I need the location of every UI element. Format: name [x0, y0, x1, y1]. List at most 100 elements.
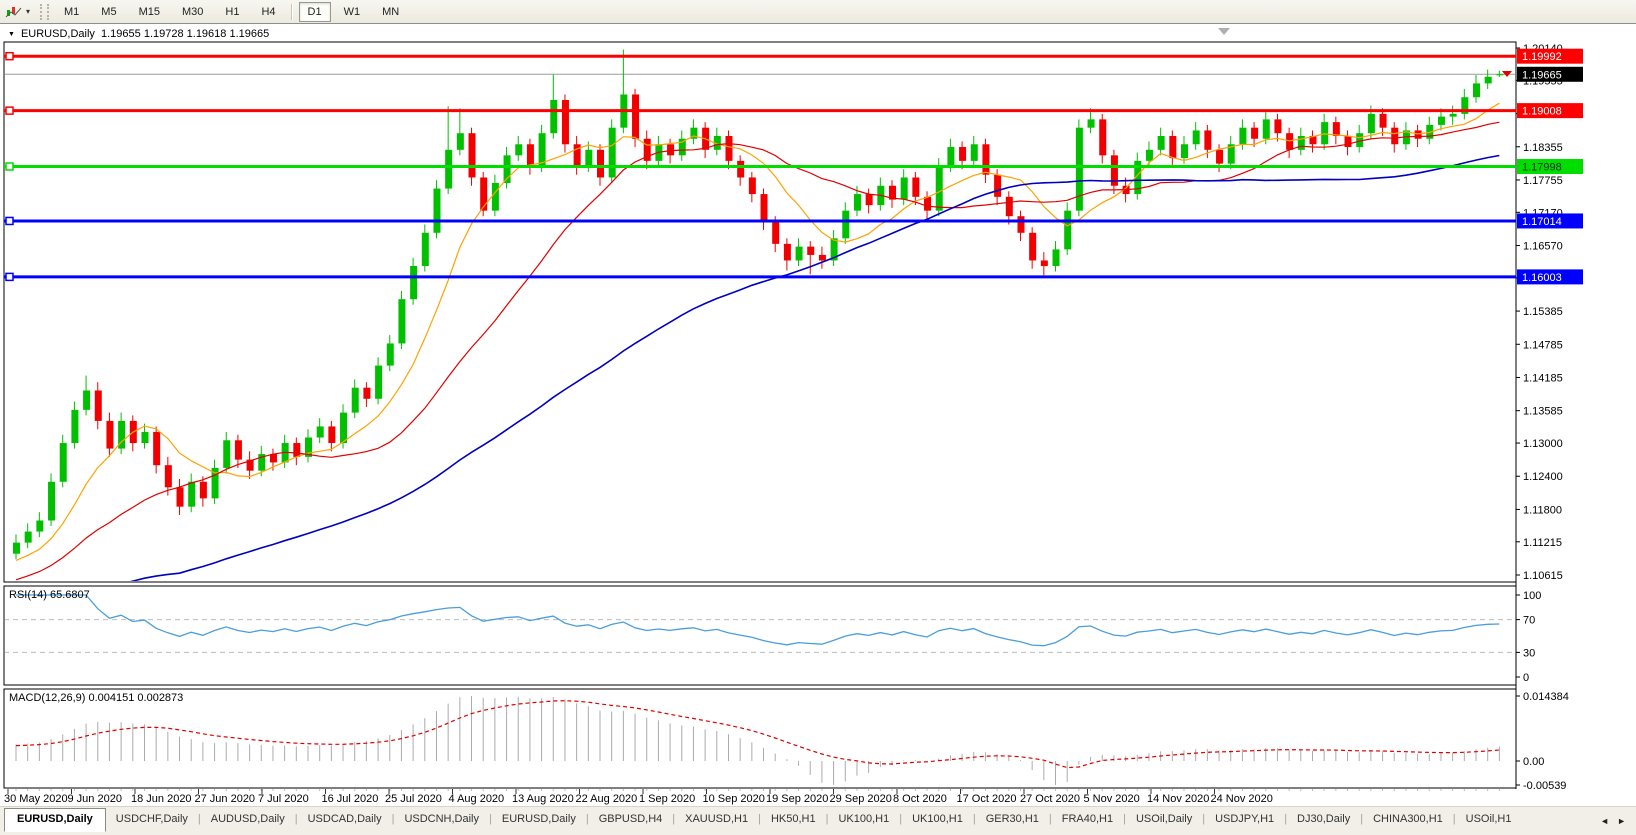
svg-text:70: 70 — [1523, 615, 1535, 627]
chart-tab-bar: EURUSD,Daily USDCHF,Daily | AUDUSD,Daily | US… — [0, 806, 1636, 835]
line-anchor-icon[interactable] — [5, 51, 14, 61]
svg-text:25 Jul 2020: 25 Jul 2020 — [385, 793, 442, 805]
svg-text:0.014384: 0.014384 — [1523, 691, 1569, 703]
timeframe-button-mn[interactable]: MN — [382, 5, 400, 18]
chart-window[interactable]: 1.201401.195551.189551.183551.177551.171… — [0, 23, 1636, 808]
timeframe-button-m15[interactable]: M15 — [138, 5, 160, 18]
svg-text:1.12400: 1.12400 — [1523, 471, 1563, 483]
tab-separator: | — [825, 813, 829, 825]
chart-tab-ger30-h1[interactable]: GER30,H1 — [985, 813, 1039, 825]
svg-text:1.14185: 1.14185 — [1523, 372, 1563, 384]
chart-shift-marker-icon[interactable] — [1218, 28, 1230, 35]
svg-text:-0.00539: -0.00539 — [1523, 780, 1566, 792]
rsi-indicator-label: RSI(14) 65.6807 — [9, 589, 90, 601]
svg-text:9 Jun 2020: 9 Jun 2020 — [68, 793, 122, 805]
chart-menu-triangle-icon[interactable]: ▼ — [8, 30, 15, 38]
line-anchor-icon[interactable] — [5, 272, 14, 282]
chart-title-text: EURUSD,Daily 1.19655 1.19728 1.19618 1.1… — [20, 28, 270, 40]
chart-tab-usdcnh-daily[interactable]: USDCNH,Daily — [404, 813, 479, 825]
chart-tab-uk100-h1[interactable]: UK100,H1 — [912, 813, 963, 825]
date-axis: 30 May 2020 9 Jun 2020 18 Jun 2020 27 Jun 2… — [4, 789, 1500, 805]
price-badge-1.16003: 1.16003 — [1517, 269, 1583, 285]
price-chart-canvas[interactable]: 1.201401.195551.189551.183551.177551.171… — [0, 24, 1636, 808]
price-axis: 1.201401.195551.189551.183551.177551.171… — [1516, 43, 1583, 792]
line-anchor-icon[interactable] — [5, 106, 14, 115]
chart-tab-uk100-h1[interactable]: UK100,H1 — [838, 813, 890, 825]
chart-tab-usdcad-daily[interactable]: USDCAD,Daily — [307, 813, 382, 825]
svg-text:1.19992: 1.19992 — [1522, 51, 1562, 63]
chart-tab-gbpusd-h4[interactable]: GBPUSD,H4 — [598, 813, 663, 825]
chart-tab-hk50-h1[interactable]: HK50,H1 — [770, 813, 816, 825]
tab-separator: | — [489, 813, 492, 825]
chart-tab-eurusd-daily[interactable]: EURUSD,Daily — [4, 808, 106, 832]
svg-text:100: 100 — [1523, 590, 1541, 602]
chart-tab-eurusd-daily[interactable]: EURUSD,Daily — [501, 813, 576, 825]
line-anchor-icon[interactable] — [5, 162, 14, 171]
moving-average-8 — [15, 102, 1500, 562]
svg-text:1.13000: 1.13000 — [1523, 438, 1563, 450]
timeframe-button-d1[interactable]: D1 — [298, 1, 331, 22]
svg-text:1.15385: 1.15385 — [1523, 306, 1563, 318]
chart-tab-fra40-h1[interactable]: FRA40,H1 — [1061, 813, 1114, 825]
tab-separator: | — [758, 813, 761, 825]
svg-text:29 Sep 2020: 29 Sep 2020 — [830, 793, 892, 805]
svg-text:17 Oct 2020: 17 Oct 2020 — [957, 793, 1017, 805]
chart-tab-usdjpy-h1[interactable]: USDJPY,H1 — [1215, 813, 1275, 825]
tabs-scroll-right-button[interactable]: ► — [1617, 816, 1626, 826]
macd-panel — [3, 688, 1517, 789]
tab-separator: | — [294, 813, 298, 825]
price-badge-1.19008: 1.19008 — [1517, 103, 1583, 119]
chart-tab-usoil-daily[interactable]: USOil,Daily — [1135, 813, 1193, 825]
svg-text:1.18355: 1.18355 — [1523, 142, 1563, 154]
chart-tab-usoil-h1[interactable]: USOil,H1 — [1465, 813, 1512, 825]
svg-text:1.14785: 1.14785 — [1523, 339, 1563, 351]
timeframe-button-m5[interactable]: M5 — [101, 5, 117, 18]
chart-tab-xauusd-h1[interactable]: XAUUSD,H1 — [685, 813, 749, 825]
svg-text:0.00: 0.00 — [1523, 756, 1544, 768]
svg-text:4 Aug 2020: 4 Aug 2020 — [449, 793, 505, 805]
svg-text:27 Oct 2020: 27 Oct 2020 — [1020, 793, 1080, 805]
tab-separator: | — [1123, 813, 1126, 825]
timeframe-button-m1[interactable]: M1 — [64, 5, 80, 18]
chart-title: ▼ EURUSD,Daily 1.19655 1.19728 1.19618 1… — [8, 28, 269, 40]
candlestick-series — [5, 49, 1515, 581]
macd-indicator-label: MACD(12,26,9) 0.004151 0.002873 — [9, 692, 184, 704]
svg-text:19 Sep 2020: 19 Sep 2020 — [766, 793, 828, 805]
chart-tab-audusd-daily[interactable]: AUDUSD,Daily — [210, 813, 285, 825]
svg-text:22 Aug 2020: 22 Aug 2020 — [576, 793, 638, 805]
timeframe-button-w1[interactable]: W1 — [343, 5, 361, 18]
tab-separator: | — [972, 813, 976, 825]
svg-text:1.16003: 1.16003 — [1522, 272, 1562, 284]
svg-text:1 Sep 2020: 1 Sep 2020 — [639, 793, 695, 805]
svg-text:1.11215: 1.11215 — [1523, 537, 1562, 549]
svg-text:1.16570: 1.16570 — [1523, 241, 1563, 253]
timeframe-button-m30[interactable]: M30 — [181, 5, 204, 18]
chart-tab-usdchf-daily[interactable]: USDCHF,Daily — [115, 813, 188, 825]
price-badge-1.19992: 1.19992 — [1517, 48, 1583, 64]
svg-text:1.17755: 1.17755 — [1523, 175, 1563, 187]
main-price-panel — [3, 41, 1517, 583]
rsi-panel — [3, 585, 1517, 686]
svg-text:1.19665: 1.19665 — [1522, 69, 1562, 81]
chart-tab-dj30-daily[interactable]: DJ30,Daily — [1297, 813, 1351, 825]
indicator-chart-icon[interactable] — [4, 4, 24, 20]
chevron-down-icon[interactable]: ▾ — [26, 7, 31, 16]
svg-text:1.13585: 1.13585 — [1523, 406, 1563, 418]
toolbar-grip-handle[interactable] — [40, 3, 50, 20]
macd-series — [15, 696, 1500, 785]
line-anchor-icon[interactable] — [5, 216, 14, 226]
timeframe-toolbar: ▾ M1 M5 M15 M30 H1 H4 D1 W1 MN — [0, 0, 1636, 24]
price-badge-1.17998: 1.17998 — [1517, 159, 1583, 175]
svg-text:1.17998: 1.17998 — [1522, 162, 1562, 174]
timeframe-button-h1[interactable]: H1 — [225, 5, 240, 18]
timeframe-button-h4[interactable]: H4 — [261, 5, 276, 18]
tab-separator: | — [1202, 813, 1206, 825]
chart-tab-china300-h1[interactable]: CHINA300,H1 — [1373, 813, 1443, 825]
tab-separator: | — [1284, 813, 1288, 825]
tab-separator: | — [391, 813, 395, 825]
tabs-scroll-left-button[interactable]: ◄ — [1600, 816, 1610, 826]
svg-text:30: 30 — [1523, 647, 1535, 659]
toolbar-separator — [290, 3, 293, 20]
price-badge-1.17014: 1.17014 — [1517, 213, 1583, 229]
